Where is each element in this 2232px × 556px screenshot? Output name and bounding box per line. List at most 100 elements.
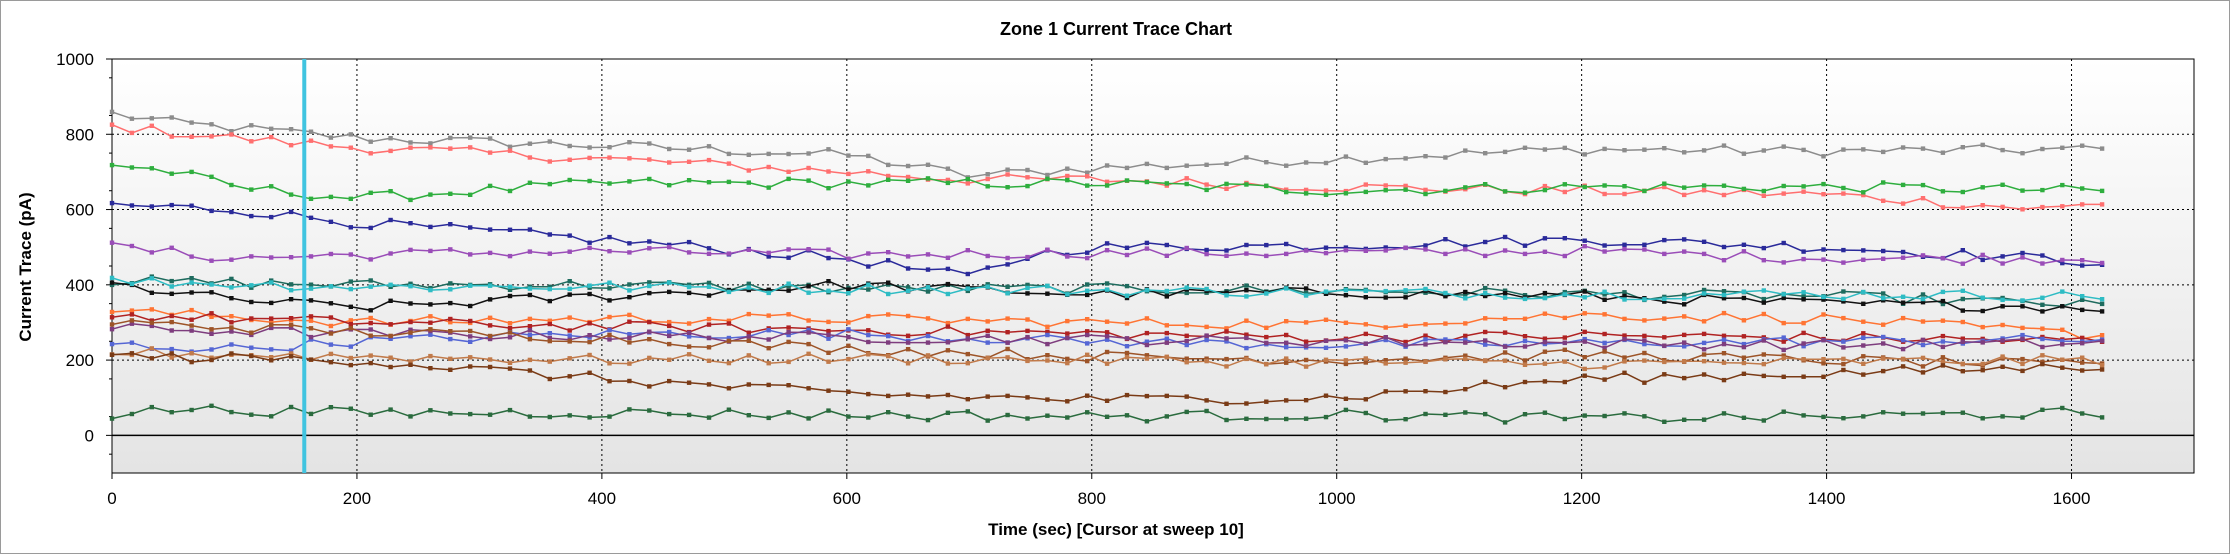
data-point xyxy=(706,415,712,420)
data-point xyxy=(2080,143,2085,148)
data-point xyxy=(1403,156,1408,161)
data-point xyxy=(1303,364,1309,369)
data-point xyxy=(1881,356,1886,361)
data-point xyxy=(866,332,871,338)
data-point xyxy=(109,200,115,206)
data-point xyxy=(1781,292,1786,297)
data-point xyxy=(686,284,692,290)
data-point xyxy=(1940,150,1946,155)
data-point xyxy=(2060,145,2065,150)
data-point xyxy=(328,342,334,347)
data-point xyxy=(1841,356,1846,362)
data-point xyxy=(428,302,433,307)
data-point xyxy=(667,183,672,188)
data-point xyxy=(129,340,135,345)
data-point xyxy=(1741,360,1747,366)
data-point xyxy=(587,321,592,326)
data-point xyxy=(1841,147,1846,152)
data-point xyxy=(607,414,612,419)
data-point xyxy=(1761,361,1766,367)
data-point xyxy=(2099,338,2105,344)
data-point xyxy=(985,319,990,324)
data-point xyxy=(229,182,234,188)
data-point xyxy=(1980,308,1985,314)
data-point xyxy=(507,253,513,259)
x-tick-label: 600 xyxy=(833,489,861,508)
data-point xyxy=(1383,337,1388,343)
data-point xyxy=(2000,254,2005,259)
data-point xyxy=(388,136,393,141)
data-point xyxy=(1801,249,1806,254)
data-point xyxy=(965,181,970,186)
data-point xyxy=(1264,325,1269,330)
x-tick-label: 800 xyxy=(1078,489,1106,508)
data-point xyxy=(1443,155,1448,160)
data-point xyxy=(1065,415,1070,420)
data-point xyxy=(149,204,154,209)
data-point xyxy=(886,393,891,399)
data-point xyxy=(1801,189,1806,194)
data-point xyxy=(607,249,612,254)
data-point xyxy=(109,109,115,115)
data-point xyxy=(1423,333,1428,338)
data-point xyxy=(826,332,831,337)
data-point xyxy=(607,145,612,150)
data-point xyxy=(667,289,672,295)
data-point xyxy=(547,251,552,256)
data-point xyxy=(1483,293,1488,299)
data-point xyxy=(925,353,931,358)
data-point xyxy=(288,348,294,353)
data-point xyxy=(1303,191,1309,196)
data-point xyxy=(1881,341,1886,346)
data-point xyxy=(1940,359,1946,365)
data-point xyxy=(1701,183,1707,188)
data-point xyxy=(647,319,652,325)
data-point xyxy=(1881,295,1886,301)
data-point xyxy=(766,313,771,318)
data-point xyxy=(1144,419,1150,424)
data-point xyxy=(1323,250,1329,256)
data-point xyxy=(1085,183,1090,188)
data-point xyxy=(1960,410,1965,415)
data-point xyxy=(1821,312,1826,317)
data-point xyxy=(1920,300,1926,305)
data-point xyxy=(308,254,314,259)
data-point xyxy=(766,328,771,333)
data-point xyxy=(1861,343,1866,348)
data-point xyxy=(1045,291,1050,296)
data-point xyxy=(1303,286,1309,291)
data-point xyxy=(1900,315,1906,321)
data-point xyxy=(288,354,294,359)
data-point xyxy=(408,319,413,325)
data-point xyxy=(468,145,473,150)
data-point xyxy=(1224,326,1229,331)
data-point xyxy=(686,330,692,336)
data-point xyxy=(1940,339,1946,344)
data-point xyxy=(328,301,334,306)
data-point xyxy=(1522,344,1528,349)
data-point xyxy=(209,314,214,319)
series-5 xyxy=(109,240,2105,266)
data-point xyxy=(1184,333,1189,338)
data-point xyxy=(1045,353,1050,358)
data-point xyxy=(766,415,771,421)
data-point xyxy=(2060,260,2065,266)
data-point xyxy=(1184,176,1189,181)
data-point xyxy=(2020,356,2025,362)
data-point xyxy=(686,334,692,339)
data-point xyxy=(925,176,931,181)
data-point xyxy=(985,333,990,338)
data-point xyxy=(905,285,911,290)
data-point xyxy=(1065,318,1070,324)
data-point xyxy=(1662,237,1667,243)
data-point xyxy=(1065,292,1070,297)
data-point xyxy=(925,162,931,167)
data-point xyxy=(746,311,751,317)
data-point xyxy=(1602,292,1607,297)
data-point xyxy=(487,323,493,328)
data-point xyxy=(487,412,493,417)
data-point xyxy=(1383,325,1388,330)
data-point xyxy=(905,254,911,259)
data-point xyxy=(448,135,453,141)
data-point xyxy=(507,330,513,335)
